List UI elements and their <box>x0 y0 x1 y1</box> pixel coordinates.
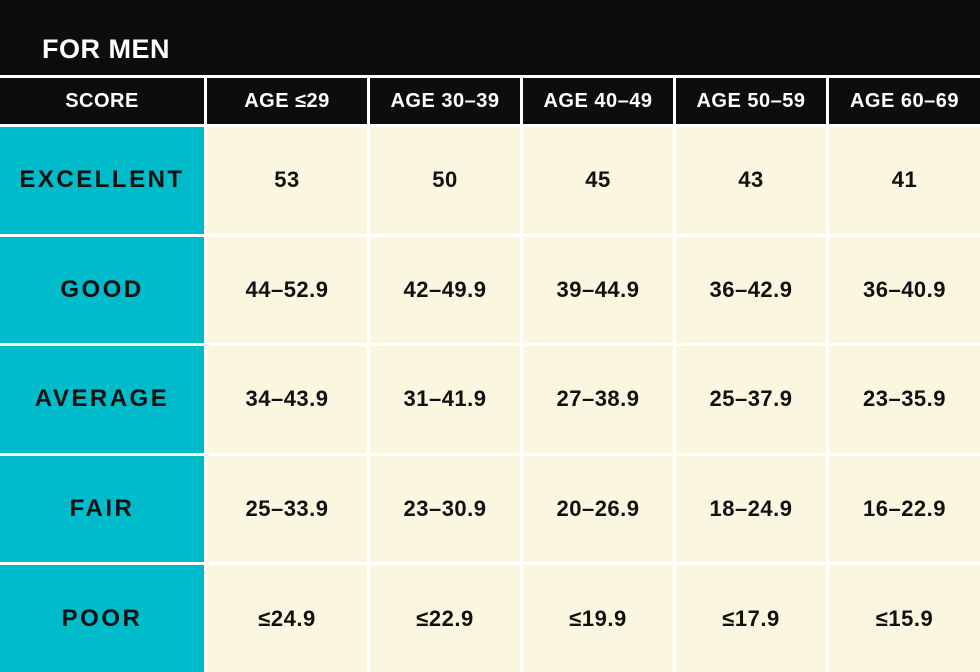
row-label-average: AVERAGE <box>0 346 204 453</box>
table-row-poor: POOR ≤24.9 ≤22.9 ≤19.9 ≤17.9 ≤15.9 <box>0 565 980 672</box>
cell-poor-age-50-59: ≤17.9 <box>676 565 826 672</box>
cell-fair-age-60-69: 16–22.9 <box>829 455 980 563</box>
table-row-excellent: EXCELLENT 53 50 45 43 41 <box>0 127 980 234</box>
cell-excellent-age-60-69: 41 <box>829 127 980 234</box>
cell-excellent-age-30-39: 50 <box>370 127 520 234</box>
table-header-row: SCORE AGE ≤29 AGE 30–39 AGE 40–49 AGE 50… <box>0 78 980 124</box>
cell-fair-age-40-49: 20–26.9 <box>523 455 673 563</box>
cell-poor-age-60-69: ≤15.9 <box>829 565 980 672</box>
cell-good-age-29: 44–52.9 <box>207 236 367 344</box>
cell-good-age-30-39: 42–49.9 <box>370 236 520 344</box>
cell-fair-age-50-59: 18–24.9 <box>676 455 826 563</box>
cell-average-age-29: 34–43.9 <box>207 346 367 453</box>
cell-good-age-60-69: 36–40.9 <box>829 236 980 344</box>
cell-poor-age-30-39: ≤22.9 <box>370 565 520 672</box>
column-header-score: SCORE <box>0 78 204 124</box>
row-label-good: GOOD <box>0 236 204 344</box>
table-row-fair: FAIR 25–33.9 23–30.9 20–26.9 18–24.9 16–… <box>0 455 980 563</box>
title-band: FOR MEN <box>0 0 980 75</box>
cell-excellent-age-40-49: 45 <box>523 127 673 234</box>
cell-good-age-40-49: 39–44.9 <box>523 236 673 344</box>
row-label-excellent: EXCELLENT <box>0 127 204 234</box>
column-header-age-30-39: AGE 30–39 <box>370 78 520 124</box>
column-header-age-50-59: AGE 50–59 <box>676 78 826 124</box>
cell-excellent-age-50-59: 43 <box>676 127 826 234</box>
cell-fair-age-30-39: 23–30.9 <box>370 455 520 563</box>
cell-good-age-50-59: 36–42.9 <box>676 236 826 344</box>
row-label-poor: POOR <box>0 565 204 672</box>
cell-fair-age-29: 25–33.9 <box>207 455 367 563</box>
cell-average-age-30-39: 31–41.9 <box>370 346 520 453</box>
column-header-age-60-69: AGE 60–69 <box>829 78 980 124</box>
column-header-age-40-49: AGE 40–49 <box>523 78 673 124</box>
row-label-fair: FAIR <box>0 455 204 563</box>
cell-average-age-60-69: 23–35.9 <box>829 346 980 453</box>
table-row-good: GOOD 44–52.9 42–49.9 39–44.9 36–42.9 36–… <box>0 236 980 344</box>
cell-average-age-50-59: 25–37.9 <box>676 346 826 453</box>
cell-poor-age-40-49: ≤19.9 <box>523 565 673 672</box>
cell-poor-age-29: ≤24.9 <box>207 565 367 672</box>
column-header-age-29: AGE ≤29 <box>207 78 367 124</box>
cell-excellent-age-29: 53 <box>207 127 367 234</box>
cell-average-age-40-49: 27–38.9 <box>523 346 673 453</box>
table-row-average: AVERAGE 34–43.9 31–41.9 27–38.9 25–37.9 … <box>0 346 980 453</box>
page-title: FOR MEN <box>42 34 170 64</box>
